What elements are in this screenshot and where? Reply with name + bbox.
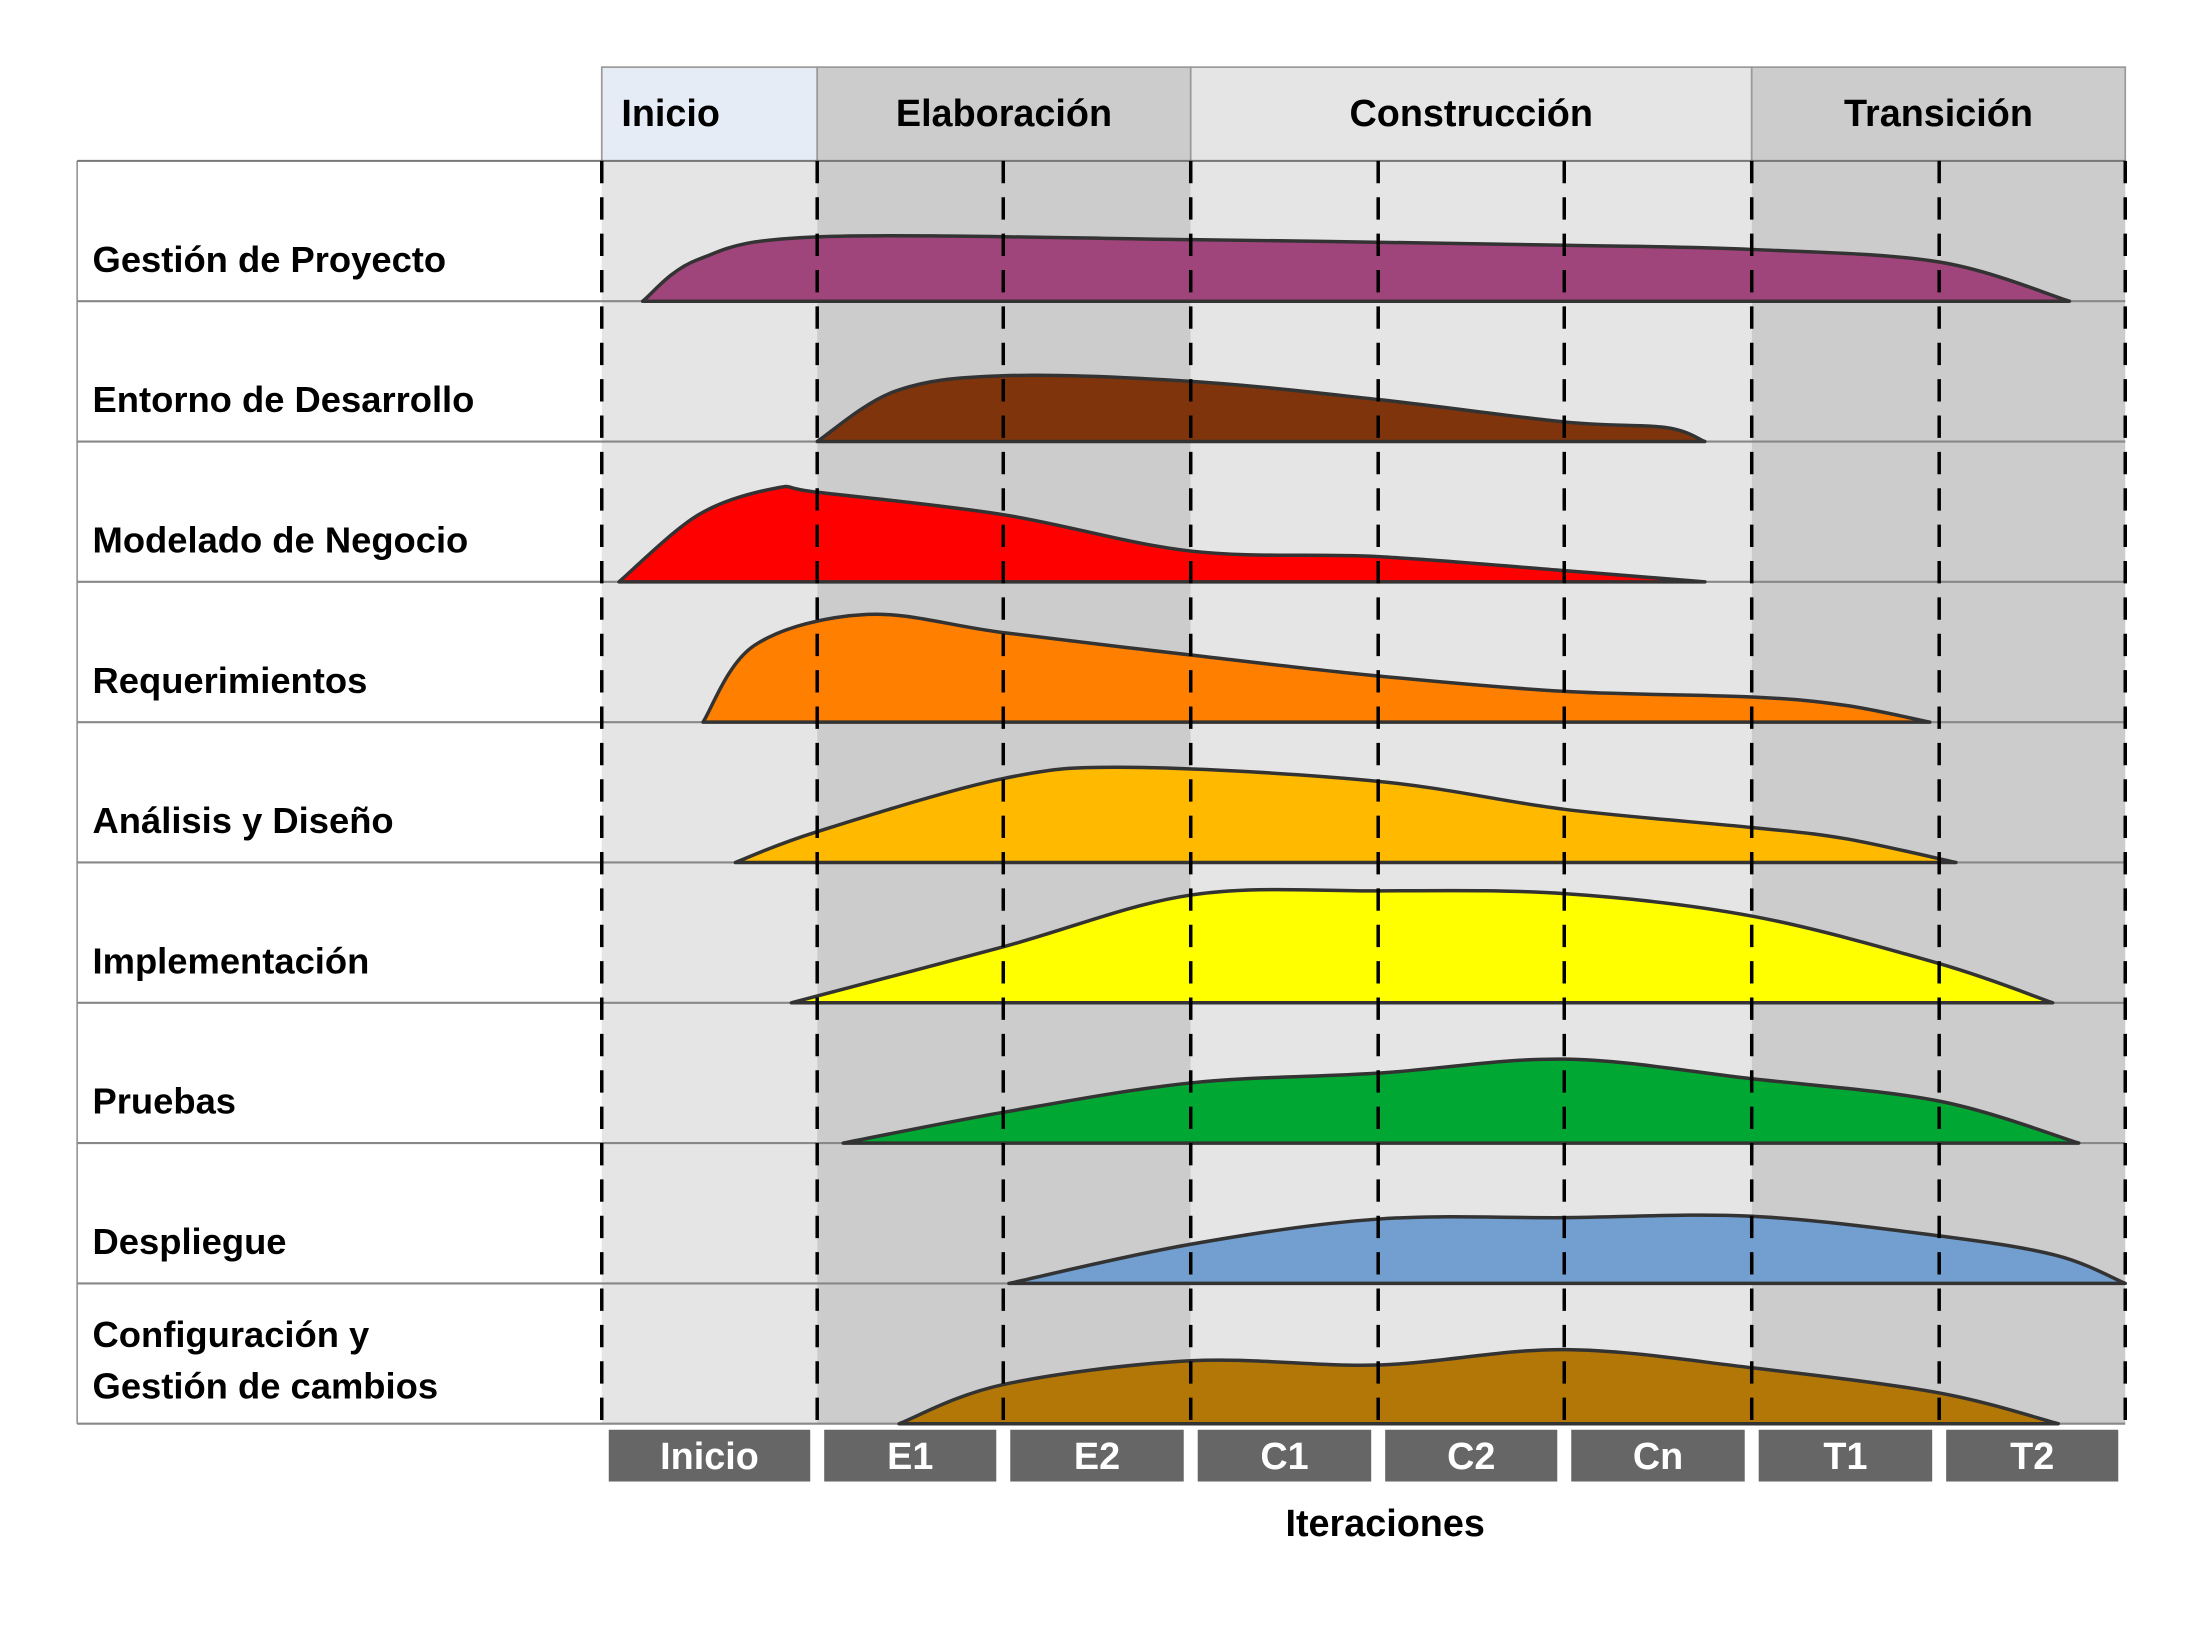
effort-hump [617, 484, 1707, 584]
iteration-label: Cn [1633, 1436, 1683, 1478]
iteration-label: E2 [1074, 1436, 1120, 1478]
discipline-label: Gestión de Proyecto [93, 239, 447, 280]
phase-header-cell [1189, 66, 1753, 162]
iteration-label: T1 [1823, 1436, 1867, 1478]
phase-column-bg [601, 160, 818, 1424]
discipline-label: Modelado de Negocio [93, 519, 469, 560]
iteration-box [824, 1429, 997, 1482]
effort-hump [640, 233, 2072, 303]
discipline-label-line: Requerimientos [93, 660, 368, 701]
discipline-label-line: Entorno de Desarrollo [93, 379, 475, 420]
iteration-box [608, 1429, 811, 1482]
iteration-label: T2 [2010, 1436, 2054, 1478]
iteration-label: C1 [1260, 1436, 1308, 1478]
effort-hump [815, 373, 1707, 444]
discipline-label-line: Gestión de cambios [93, 1366, 439, 1407]
iteration-box [1571, 1429, 1745, 1482]
discipline-label-line: Pruebas [93, 1081, 236, 1122]
phase-label: Inicio [621, 93, 720, 135]
discipline-label: Requerimientos [93, 660, 368, 701]
effort-hump [1007, 1213, 2127, 1286]
phase-header-cell [1750, 66, 2127, 162]
iteration-box [1010, 1429, 1184, 1482]
iterations-axis-label: Iteraciones [1285, 1503, 1484, 1545]
effort-humps [617, 233, 2127, 1426]
iteration-label: E1 [887, 1436, 933, 1478]
iteration-label: Inicio [660, 1436, 759, 1478]
discipline-label-line: Despliegue [93, 1221, 287, 1262]
discipline-label-line: Configuración y [93, 1314, 371, 1355]
discipline-label: Despliegue [93, 1221, 287, 1262]
effort-hump [841, 1057, 2081, 1145]
phase-label: Transición [1844, 93, 2033, 135]
phase-header: Inicio Elaboración Construcción Transición [600, 66, 2127, 162]
discipline-label: Implementación [93, 940, 370, 981]
discipline-label-line: Gestión de Proyecto [93, 239, 447, 280]
iteration-label: C2 [1447, 1436, 1495, 1478]
iteration-box [1946, 1429, 2119, 1482]
discipline-label: Análisis y Diseño [93, 800, 394, 841]
discipline-label-line: Análisis y Diseño [93, 800, 394, 841]
iteration-box [1758, 1429, 1933, 1482]
effort-hump [701, 612, 1932, 724]
effort-hump [897, 1347, 2061, 1426]
iteration-dividers [600, 160, 2127, 1424]
discipline-label: Configuración y Gestión de cambios [93, 1314, 439, 1407]
iteration-bar: Inicio E1 E2 C1 C2 Cn T1 T2 [608, 1429, 2119, 1482]
discipline-label: Entorno de Desarrollo [93, 379, 475, 420]
discipline-label: Pruebas [93, 1081, 236, 1122]
phase-header-cell [600, 66, 819, 162]
iteration-box [1385, 1429, 1558, 1482]
discipline-label-line: Implementación [93, 940, 370, 981]
phase-header-cell [816, 66, 1192, 162]
iteration-box [1197, 1429, 1372, 1482]
effort-hump [789, 887, 2055, 1005]
phase-label: Construcción [1350, 93, 1593, 135]
discipline-label-line: Modelado de Negocio [93, 519, 469, 560]
phase-label: Elaboración [896, 93, 1112, 135]
